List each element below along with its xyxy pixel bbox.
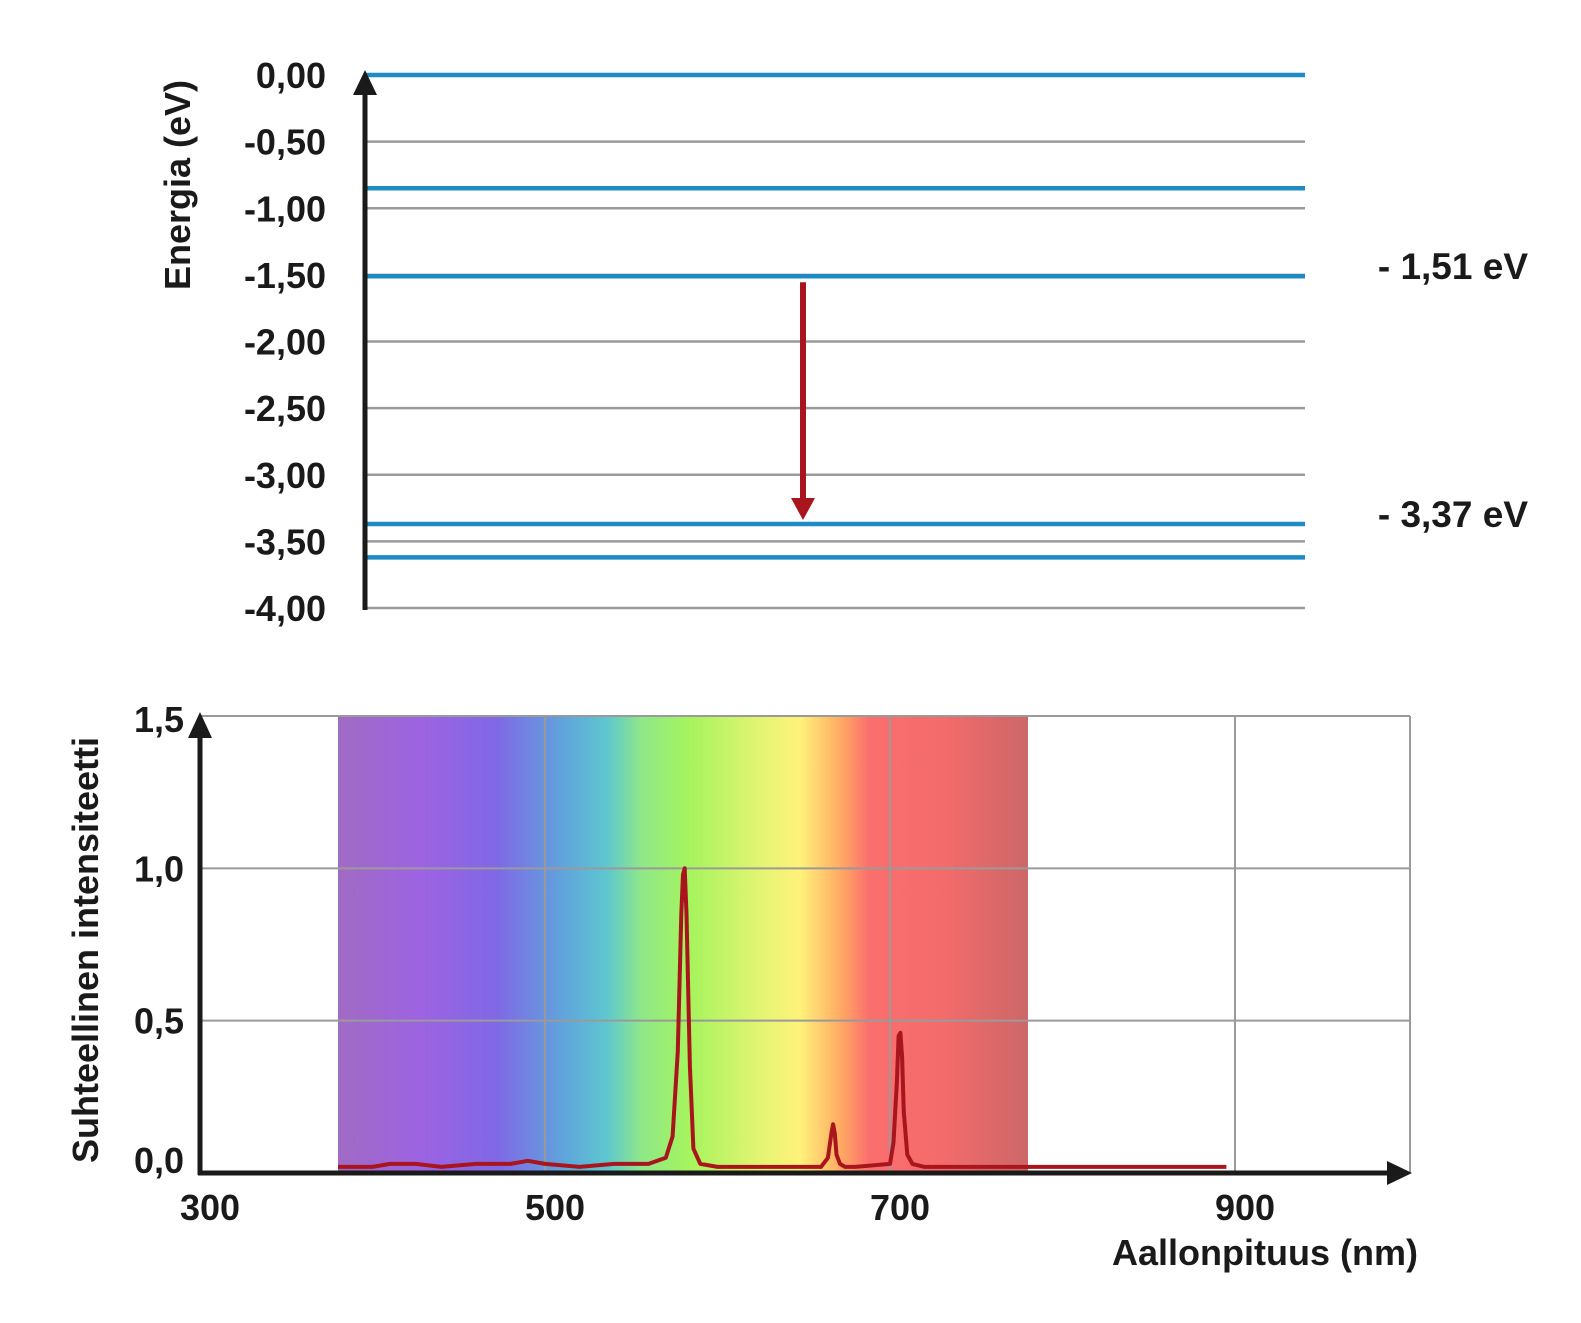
spectrum-y-tick-label: 0,5 [134, 1001, 184, 1042]
spectrum-gridlines [200, 715, 1411, 1173]
spectrum-y-tick-label: 1,5 [134, 699, 184, 740]
energy-tick-label: -0,50 [244, 122, 326, 163]
spectrum-x-axis-arrowhead [1387, 1161, 1412, 1185]
spectrum-x-tick-label: 300 [180, 1187, 240, 1228]
energy-y-axis-arrowhead [353, 70, 377, 95]
spectrum-series [338, 866, 1227, 1169]
energy-tick-label: -3,00 [244, 455, 326, 496]
energy-tick-label: -2,00 [244, 322, 326, 363]
energy-gridlines [365, 73, 1305, 610]
energy-tick-label: -1,50 [244, 255, 326, 296]
energy-axis-title: Energia (eV) [157, 80, 198, 290]
spectrum-x-tick-labels: 300 500 700 900 [180, 1187, 1275, 1228]
spectrum-x-tick-label: 700 [870, 1187, 930, 1228]
energy-tick-label: 0,00 [256, 55, 326, 96]
energy-level-diagram: 0,00 -0,50 -1,00 -1,50 -2,00 -2,50 -3,00 -3,50 -… [157, 55, 1528, 629]
energy-level-labels: - 1,51 eV - 3,37 eV [1378, 246, 1528, 535]
transition-arrow [791, 282, 815, 521]
energy-tick-label: -2,50 [244, 388, 326, 429]
spectrum-x-tick-label: 900 [1215, 1187, 1275, 1228]
energy-tick-label: -1,00 [244, 188, 326, 229]
energy-tick-label: -3,50 [244, 521, 326, 562]
spectrum-y-axis-title: Suhteellinen intensiteetti [65, 737, 106, 1163]
spectrum-y-tick-label: 1,0 [134, 848, 184, 889]
energy-level-label: - 3,37 eV [1378, 494, 1528, 535]
spectrum-y-tick-labels: 0,0 0,5 1,0 1,5 [134, 699, 184, 1181]
spectrum-x-axis-title: Aallonpituus (nm) [1112, 1232, 1418, 1273]
transition-arrow-head [791, 498, 815, 521]
spectrum-y-tick-label: 0,0 [134, 1140, 184, 1181]
energy-tick-labels: 0,00 -0,50 -1,00 -1,50 -2,00 -2,50 -3,00 -3,50 -… [244, 55, 326, 629]
energy-tick-label: -4,00 [244, 588, 326, 629]
spectrum-y-axis-arrowhead [188, 712, 212, 738]
visible-spectrum-band [338, 716, 1028, 1173]
energy-levels [365, 72, 1305, 560]
energy-level-label: - 1,51 eV [1378, 246, 1528, 287]
spectrum-x-tick-label: 500 [525, 1187, 585, 1228]
energy-axis [353, 70, 377, 610]
spectrum-series-line [338, 866, 1227, 1169]
spectrum-axes [188, 712, 1412, 1185]
emission-spectrum-chart: 0,0 0,5 1,0 1,5 300 500 700 900 Suhteellinen i… [65, 699, 1418, 1273]
